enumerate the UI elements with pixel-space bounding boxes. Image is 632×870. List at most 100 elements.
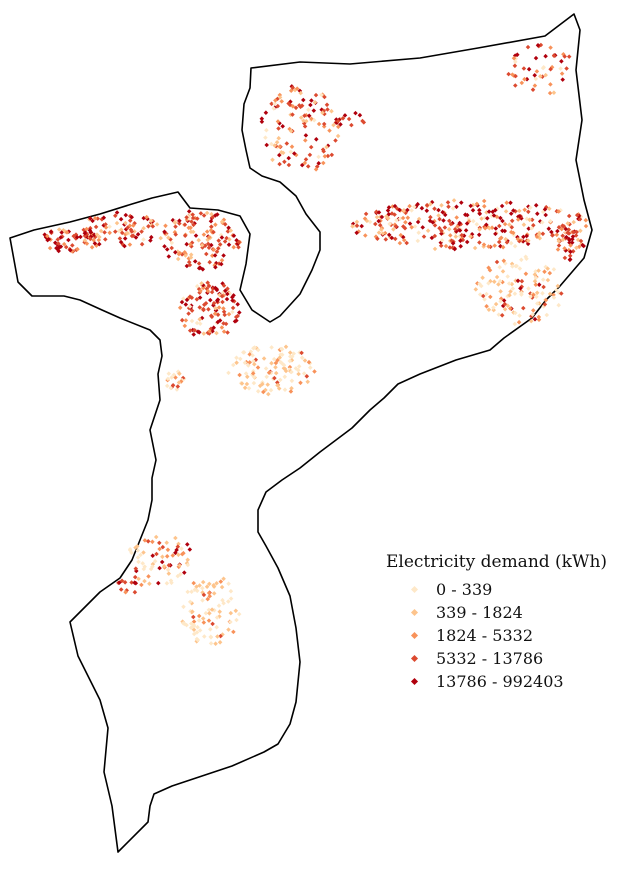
legend-label-2: 339 - 1824 bbox=[436, 603, 523, 622]
demand-point-39 bbox=[66, 237, 71, 243]
demand-point-44 bbox=[92, 241, 98, 246]
demand-point-739 bbox=[464, 239, 470, 245]
demand-point-807 bbox=[470, 208, 476, 213]
demand-point-143 bbox=[231, 244, 236, 250]
demand-point-491 bbox=[299, 350, 304, 356]
demand-point-6 bbox=[59, 230, 64, 235]
demand-point-912 bbox=[493, 207, 498, 213]
demand-point-1194 bbox=[146, 574, 151, 579]
demand-point-913 bbox=[350, 224, 355, 229]
demand-point-38 bbox=[47, 245, 53, 251]
demand-point-129 bbox=[103, 225, 109, 230]
demand-point-291 bbox=[194, 320, 200, 326]
demand-point-356 bbox=[197, 330, 202, 335]
demand-point-355 bbox=[183, 302, 189, 307]
demand-point-1023 bbox=[543, 297, 549, 303]
demand-point-1076 bbox=[477, 292, 483, 297]
demand-point-672 bbox=[436, 213, 441, 218]
demand-point-525 bbox=[166, 371, 172, 376]
demand-point-1057 bbox=[501, 258, 507, 264]
demand-point-975 bbox=[540, 291, 545, 296]
demand-point-1355 bbox=[567, 257, 573, 262]
demand-point-959 bbox=[477, 240, 482, 245]
demand-point-1225 bbox=[206, 618, 212, 623]
demand-point-595 bbox=[288, 149, 294, 155]
demand-point-616 bbox=[269, 141, 274, 147]
demand-point-139 bbox=[125, 230, 130, 236]
demand-point-485 bbox=[255, 365, 261, 370]
demand-point-1083 bbox=[545, 266, 550, 271]
demand-point-979 bbox=[555, 283, 561, 289]
demand-point-899 bbox=[560, 233, 565, 239]
demand-point-767 bbox=[500, 244, 506, 250]
demand-point-628 bbox=[308, 144, 314, 150]
demand-point-1126 bbox=[513, 83, 518, 88]
demand-point-392 bbox=[221, 306, 226, 311]
demand-point-870 bbox=[429, 235, 435, 241]
demand-point-400 bbox=[283, 344, 289, 350]
demand-point-377 bbox=[189, 308, 195, 313]
demand-point-1025 bbox=[536, 268, 541, 273]
demand-point-1147 bbox=[346, 116, 352, 122]
demand-point-1267 bbox=[226, 581, 231, 586]
demand-point-1149 bbox=[357, 112, 363, 118]
demand-point-181 bbox=[163, 223, 168, 229]
demand-point-1263 bbox=[211, 591, 217, 596]
demand-point-1085 bbox=[528, 294, 533, 300]
demand-point-385 bbox=[189, 295, 195, 300]
demand-point-429 bbox=[288, 354, 293, 359]
demand-point-1198 bbox=[142, 578, 147, 584]
demand-point-776 bbox=[546, 226, 552, 231]
demand-point-401 bbox=[234, 355, 239, 361]
demand-point-358 bbox=[199, 281, 204, 286]
demand-point-1216 bbox=[182, 570, 187, 575]
legend-swatch-5 bbox=[410, 677, 419, 686]
demand-point-886 bbox=[359, 223, 364, 229]
demand-point-1314 bbox=[132, 589, 138, 595]
demand-point-455 bbox=[261, 389, 266, 395]
demand-point-389 bbox=[179, 317, 185, 323]
demand-point-587 bbox=[272, 101, 278, 106]
demand-point-1321 bbox=[139, 582, 144, 588]
demand-point-376 bbox=[197, 321, 203, 326]
demand-point-28 bbox=[84, 241, 90, 246]
demand-point-794 bbox=[507, 222, 512, 227]
demand-point-1299 bbox=[206, 590, 212, 596]
demand-point-937 bbox=[502, 228, 508, 234]
legend-item-4: 5332 - 13786 bbox=[386, 647, 626, 670]
demand-point-694 bbox=[363, 211, 369, 217]
demand-point-904 bbox=[493, 226, 499, 231]
demand-point-214 bbox=[192, 259, 198, 264]
demand-point-1285 bbox=[202, 634, 207, 639]
demand-point-741 bbox=[522, 207, 527, 213]
demand-point-738 bbox=[432, 233, 438, 239]
legend-label-1: 0 - 339 bbox=[436, 580, 493, 599]
demand-point-1043 bbox=[532, 278, 538, 284]
demand-point-1123 bbox=[525, 44, 531, 50]
demand-point-762 bbox=[453, 234, 459, 239]
demand-point-529 bbox=[175, 384, 181, 389]
demand-point-594 bbox=[304, 118, 309, 124]
demand-point-34 bbox=[82, 238, 88, 243]
demand-point-526 bbox=[169, 375, 174, 380]
demand-point-596 bbox=[306, 107, 311, 112]
demand-point-1239 bbox=[214, 624, 219, 630]
demand-point-784 bbox=[512, 243, 518, 249]
demand-point-976 bbox=[508, 306, 513, 311]
demand-point-69 bbox=[90, 218, 95, 224]
demand-point-840 bbox=[425, 228, 431, 233]
legend-item-2: 339 - 1824 bbox=[386, 601, 626, 624]
demand-point-19 bbox=[63, 244, 69, 250]
demand-point-1271 bbox=[208, 627, 213, 632]
demand-point-1046 bbox=[517, 313, 522, 318]
demand-point-442 bbox=[273, 365, 278, 370]
demand-point-961 bbox=[412, 204, 417, 210]
demand-point-1097 bbox=[548, 45, 553, 50]
demand-point-460 bbox=[289, 378, 295, 384]
demand-point-1068 bbox=[494, 274, 500, 280]
demand-point-1099 bbox=[564, 66, 569, 71]
demand-point-559 bbox=[276, 126, 281, 131]
demand-point-444 bbox=[246, 386, 252, 391]
demand-point-879 bbox=[354, 219, 360, 225]
